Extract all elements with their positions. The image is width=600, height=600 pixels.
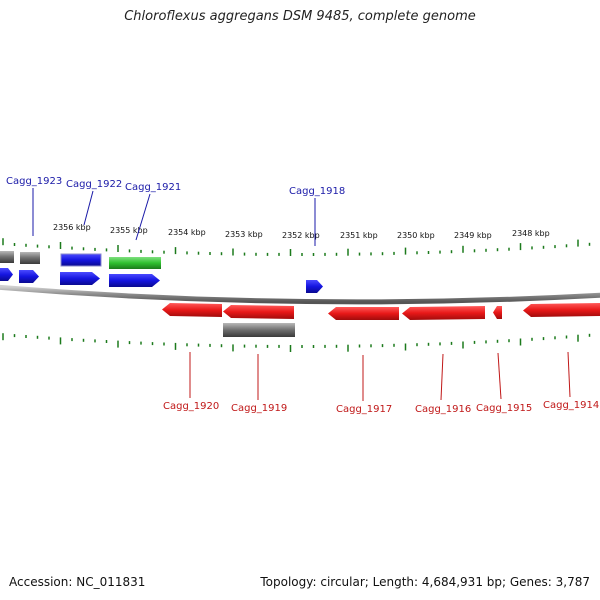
- gene-forward-arrow-2[interactable]: [19, 270, 39, 283]
- label-cagg1922[interactable]: Cagg_1922: [66, 179, 122, 190]
- leader-cagg1922: [83, 190, 94, 226]
- label-cagg1920[interactable]: Cagg_1920: [163, 401, 219, 412]
- label-cagg1916[interactable]: Cagg_1916: [415, 404, 471, 415]
- leader-cagg1916: [440, 353, 444, 401]
- kbp-scale-labels: 2356 kbp 2355 kbp 2354 kbp 2353 kbp 2352…: [53, 223, 550, 240]
- kbp-label-2354: 2354 kbp: [168, 228, 206, 237]
- kbp-label-2349: 2349 kbp: [454, 231, 492, 240]
- gene-cagg1915[interactable]: [493, 306, 502, 319]
- gene-forward-arrow-3[interactable]: [60, 272, 100, 285]
- label-cagg1918[interactable]: Cagg_1918: [289, 186, 345, 197]
- kbp-label-2356: 2356 kbp: [53, 223, 91, 232]
- label-cagg1919[interactable]: Cagg_1919: [231, 403, 287, 414]
- gene-gray-reverse[interactable]: [223, 323, 295, 337]
- gene-cagg1916[interactable]: [402, 306, 485, 320]
- kbp-label-2353: 2353 kbp: [225, 230, 263, 239]
- gene-cagg1918[interactable]: [306, 280, 323, 293]
- scale-ticks-top: [2, 238, 591, 256]
- leader-cagg1914: [567, 351, 571, 398]
- topology-stats-text: Topology: circular; Length: 4,684,931 bp…: [260, 575, 590, 589]
- kbp-label-2352: 2352 kbp: [282, 231, 320, 240]
- gene-cagg1920[interactable]: [162, 303, 222, 317]
- label-cagg1914[interactable]: Cagg_1914: [543, 400, 599, 411]
- kbp-label-2351: 2351 kbp: [340, 231, 378, 240]
- kbp-label-2350: 2350 kbp: [397, 231, 435, 240]
- forward-gene-labels: Cagg_1923 Cagg_1922 Cagg_1921 Cagg_1918: [6, 176, 345, 246]
- label-cagg1915[interactable]: Cagg_1915: [476, 403, 532, 414]
- gene-cagg1914[interactable]: [523, 303, 600, 317]
- forward-strand-genes: [0, 251, 323, 293]
- label-cagg1921[interactable]: Cagg_1921: [125, 182, 181, 193]
- kbp-label-2348: 2348 kbp: [512, 229, 550, 238]
- gene-cagg1921-rna[interactable]: [109, 257, 161, 269]
- reverse-gene-labels: Cagg_1920 Cagg_1919 Cagg_1917 Cagg_1916 …: [163, 351, 599, 415]
- kbp-label-2355: 2355 kbp: [110, 226, 148, 235]
- gene-cagg1922-feature[interactable]: [60, 253, 102, 267]
- gene-cagg1917[interactable]: [328, 307, 399, 320]
- label-cagg1917[interactable]: Cagg_1917: [336, 404, 392, 415]
- accession-text: Accession: NC_011831: [9, 575, 146, 589]
- gene-gray-left-edge[interactable]: [0, 251, 14, 263]
- gene-gray-cagg1923-region[interactable]: [20, 252, 40, 264]
- map-title: Chloroflexus aggregans DSM 9485, complet…: [124, 9, 476, 24]
- leader-cagg1915: [497, 352, 502, 400]
- scale-ticks-bottom: [2, 333, 591, 352]
- gene-forward-arrow-1[interactable]: [0, 268, 13, 281]
- reverse-strand-genes: [162, 303, 600, 337]
- label-cagg1923[interactable]: Cagg_1923: [6, 176, 62, 187]
- gene-forward-arrow-4[interactable]: [109, 274, 160, 287]
- gene-cagg1919[interactable]: [223, 305, 294, 319]
- leader-cagg1921: [135, 193, 151, 241]
- genome-backbone: [0, 284, 600, 305]
